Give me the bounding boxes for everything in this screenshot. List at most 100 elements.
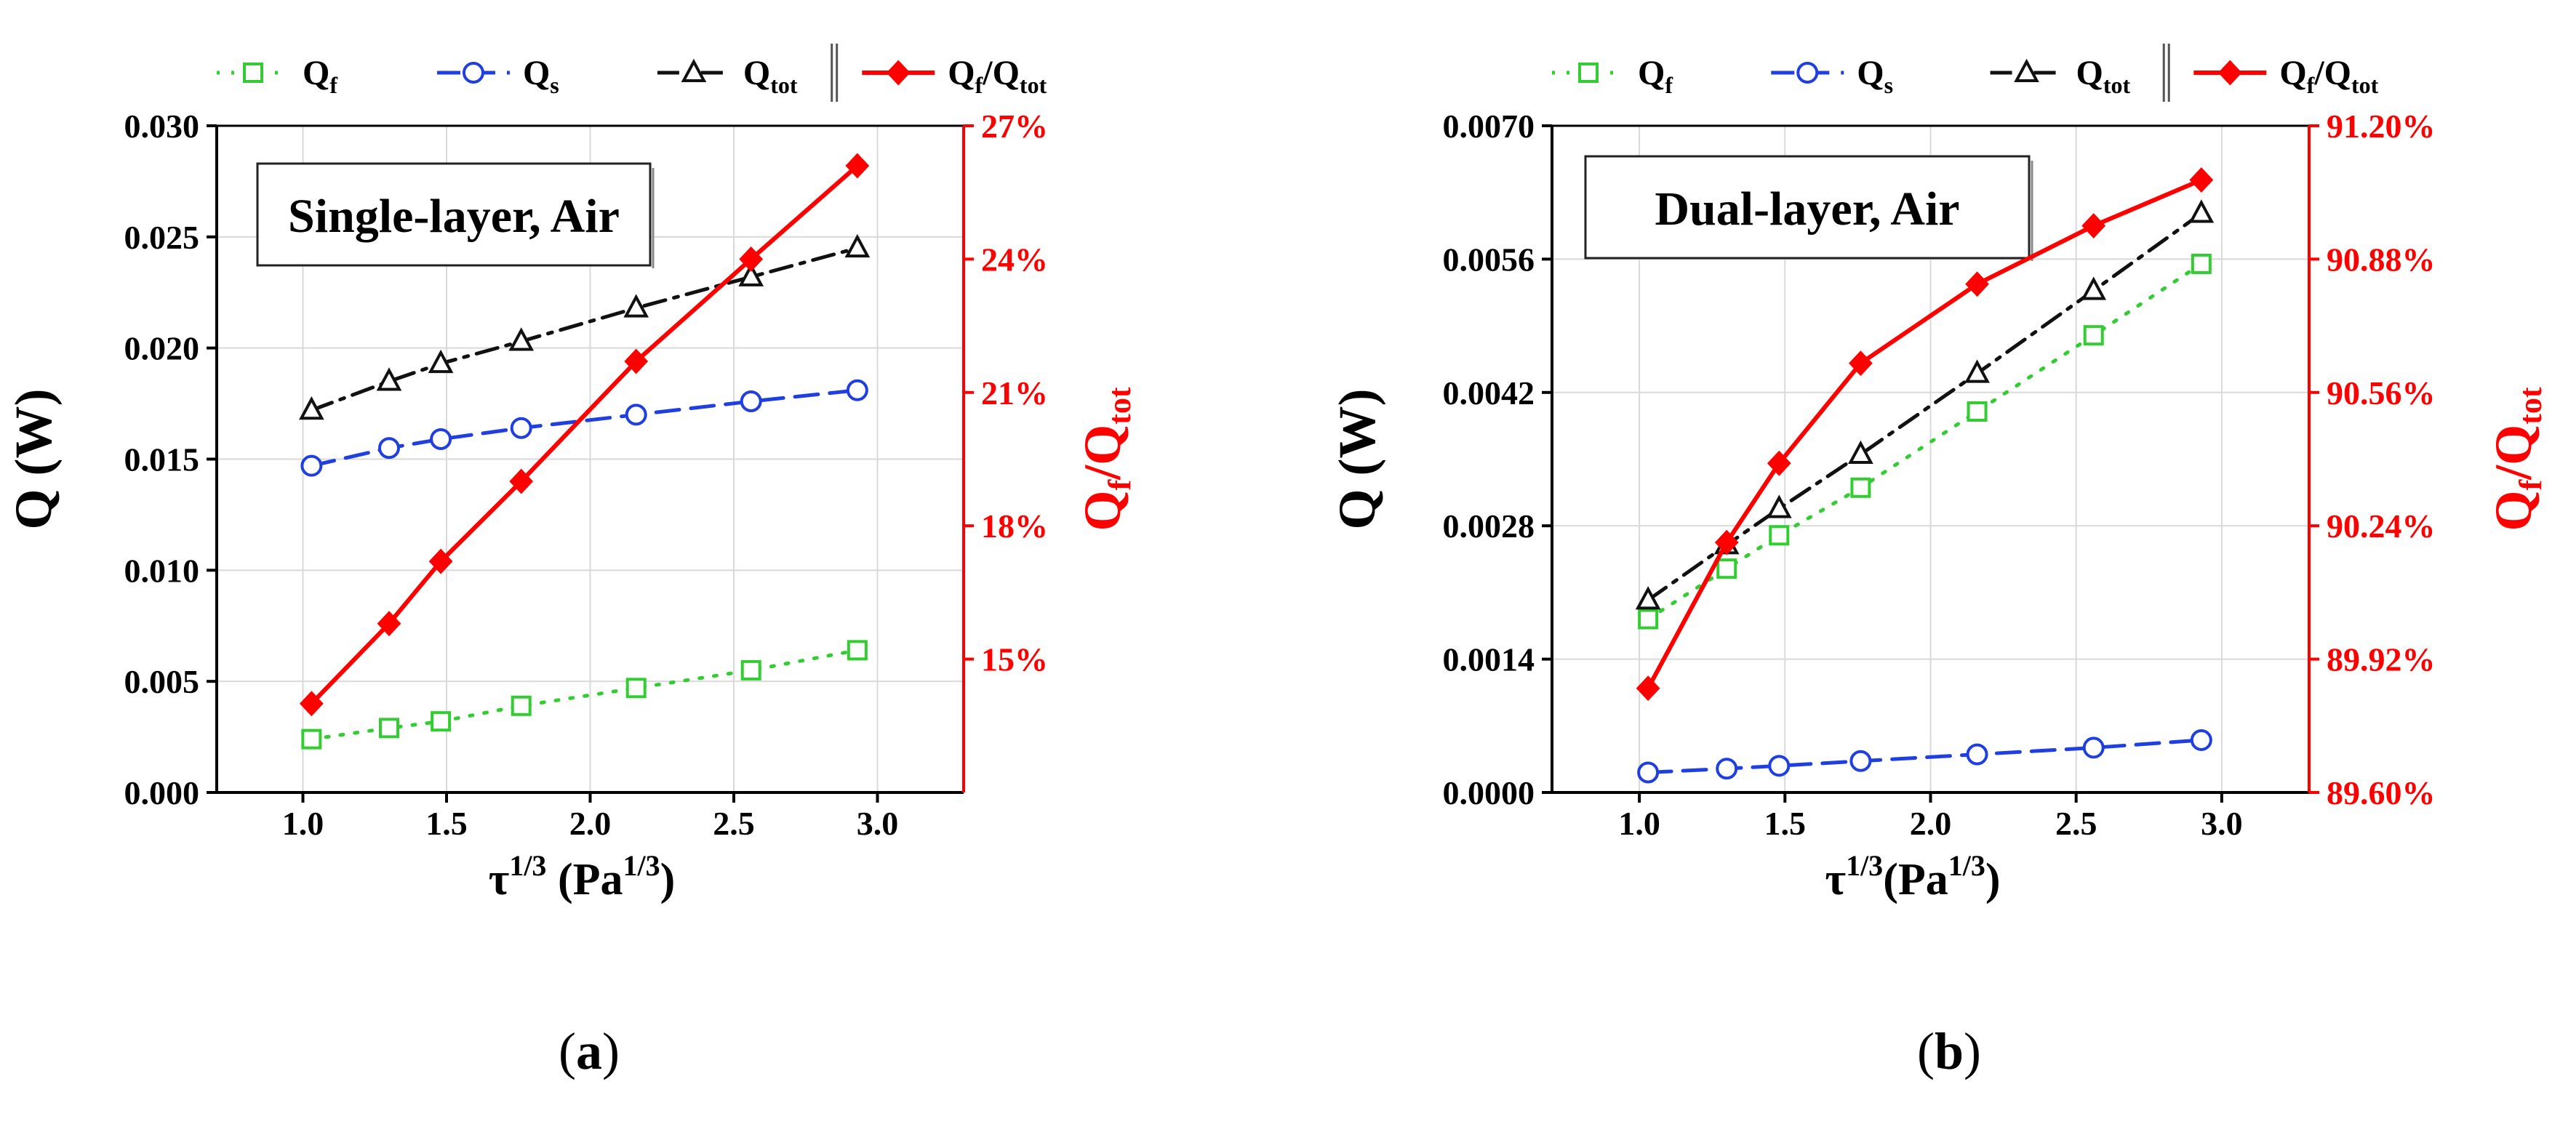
data-point-Qf/Qtot bbox=[299, 691, 324, 717]
x-tick-label: 1.5 bbox=[1764, 805, 1807, 842]
x-tick-label: 3.0 bbox=[857, 805, 899, 842]
data-point-Qs bbox=[430, 427, 452, 450]
legend-marker-Qtot bbox=[681, 58, 707, 82]
y-tick-label: 0.0042 bbox=[1443, 374, 1535, 412]
series-Qtot bbox=[299, 233, 871, 420]
x-tick-label: 1.0 bbox=[282, 805, 324, 842]
x-tick-label: 1.0 bbox=[1618, 805, 1660, 842]
data-point-Qf bbox=[379, 718, 399, 739]
y2-tick-label: 90.88% bbox=[2327, 241, 2436, 278]
legend-marker-Qf/Qtot bbox=[2217, 60, 2242, 86]
data-point-Qtot bbox=[1635, 586, 1661, 610]
y2-axis-label: Qf/Qtot bbox=[2484, 387, 2548, 531]
data-point-Qs bbox=[300, 454, 323, 477]
x-axis-label: τ1/3 (Pa1/3) bbox=[489, 849, 676, 904]
data-point-Qf bbox=[1850, 477, 1871, 498]
data-point-Qf bbox=[2083, 325, 2104, 346]
data-point-Qs bbox=[846, 379, 868, 401]
data-point-Qf/Qtot bbox=[845, 153, 870, 179]
data-point-Qf/Qtot bbox=[428, 548, 453, 574]
legend-label-Qf: Qf bbox=[1638, 54, 1673, 98]
data-point-Qs bbox=[510, 417, 532, 439]
legend-label-Qtot: Qtot bbox=[2076, 54, 2131, 98]
data-point-Qtot bbox=[2081, 276, 2107, 300]
y2-tick-label: 90.24% bbox=[2327, 507, 2436, 545]
data-point-Qtot bbox=[623, 294, 649, 318]
y-tick-label: 0.005 bbox=[124, 663, 200, 700]
x-tick-label: 3.0 bbox=[2201, 805, 2243, 842]
legend: Qf Qs Qtot Qf/Qtot bbox=[217, 44, 1047, 102]
data-point-Qtot bbox=[844, 233, 871, 258]
data-point-Qf/Qtot bbox=[624, 348, 649, 374]
data-point-Qtot bbox=[738, 262, 764, 286]
data-point-Qs bbox=[1768, 755, 1791, 777]
y-tick-label: 0.0056 bbox=[1443, 241, 1535, 278]
data-point-Qf/Qtot bbox=[509, 468, 534, 494]
y-tick-label: 0.025 bbox=[124, 219, 200, 256]
y2-tick-label: 21% bbox=[981, 374, 1048, 412]
legend-marker-Qtot bbox=[2014, 58, 2039, 82]
data-point-Qf bbox=[511, 695, 532, 716]
data-point-Qf bbox=[1716, 558, 1737, 579]
x-tick-label: 2.0 bbox=[569, 805, 612, 842]
x-tick-label: 2.5 bbox=[2055, 805, 2097, 842]
y-tick-label: 0.0000 bbox=[1443, 774, 1535, 811]
data-point-Qf/Qtot bbox=[2081, 213, 2106, 239]
data-point-Qs bbox=[625, 404, 647, 426]
data-point-Qs bbox=[740, 390, 762, 413]
series-Qf bbox=[1638, 253, 2212, 630]
y2-axis-label: Qf/Qtot bbox=[1073, 387, 1137, 531]
series-Qf/Qtot bbox=[299, 153, 870, 717]
y-tick-label: 0.015 bbox=[124, 441, 200, 478]
x-tick-label: 2.0 bbox=[1910, 805, 1952, 842]
data-point-Qf/Qtot bbox=[377, 611, 401, 637]
series-Qs bbox=[1637, 728, 2212, 784]
legend-marker-Qs bbox=[1796, 62, 1819, 84]
x-tick-label: 1.5 bbox=[425, 805, 468, 842]
y-tick-label: 0.0014 bbox=[1443, 641, 1535, 678]
data-point-Qf/Qtot bbox=[1636, 675, 1660, 702]
y-tick-label: 0.0070 bbox=[1443, 108, 1535, 145]
data-point-Qtot bbox=[1766, 494, 1792, 518]
y-axis-label: Q (W) bbox=[1328, 389, 1386, 530]
data-point-Qf bbox=[625, 678, 647, 699]
legend-label-Qtot: Qtot bbox=[743, 54, 798, 98]
y2-tick-label: 15% bbox=[981, 641, 1048, 678]
series-Qs bbox=[300, 379, 868, 477]
chart-panel-b: 1.0 1.5 2.0 2.5 3.0 0.0000 0.0014 0.0028 0.0042 0… bbox=[1328, 44, 2548, 1080]
annotation-box bbox=[256, 162, 652, 267]
data-point-Qtot bbox=[2188, 199, 2215, 223]
legend-label-Qs: Qs bbox=[523, 54, 559, 98]
data-point-Qf/Qtot bbox=[2189, 167, 2214, 193]
y2-tick-label: 24% bbox=[981, 241, 1048, 278]
data-point-Qf/Qtot bbox=[1714, 529, 1739, 555]
legend: Qf Qs Qtot Qf/Qtot bbox=[1552, 44, 2379, 102]
data-point-Qs bbox=[1716, 758, 1738, 780]
y-tick-label: 0.0028 bbox=[1443, 507, 1535, 545]
y-tick-label: 0.030 bbox=[124, 108, 200, 145]
data-point-Qs bbox=[2082, 736, 2105, 759]
data-point-Qf/Qtot bbox=[1849, 350, 1873, 377]
y2-tick-label: 89.60% bbox=[2327, 774, 2436, 811]
data-point-Qf bbox=[1769, 525, 1790, 546]
data-point-Qtot bbox=[299, 396, 324, 420]
data-point-Qs bbox=[1849, 750, 1872, 772]
annotation-text: Single-layer, Air bbox=[288, 190, 620, 243]
y-axis-label: Q (W) bbox=[4, 389, 63, 530]
data-point-Qf/Qtot bbox=[1767, 450, 1791, 476]
data-point-Qs bbox=[1966, 743, 1988, 766]
data-point-Qs bbox=[2190, 728, 2212, 751]
data-point-Qf bbox=[2191, 253, 2212, 274]
data-point-Qf bbox=[431, 711, 452, 732]
y2-tick-label: 18% bbox=[981, 507, 1048, 545]
legend-marker-Qf bbox=[1578, 63, 1599, 83]
legend-label-Qs: Qs bbox=[1857, 54, 1893, 98]
data-point-Qtot bbox=[376, 367, 402, 391]
y-tick-label: 0.020 bbox=[124, 330, 200, 367]
panel-label: (a) bbox=[559, 1022, 620, 1080]
y2-tick-label: 27% bbox=[981, 108, 1048, 145]
data-point-Qf bbox=[301, 728, 322, 750]
annotation-box bbox=[1584, 155, 2031, 260]
data-point-Qs bbox=[378, 437, 400, 459]
legend-label-Qf/Qtot: Qf/Qtot bbox=[2279, 54, 2378, 98]
